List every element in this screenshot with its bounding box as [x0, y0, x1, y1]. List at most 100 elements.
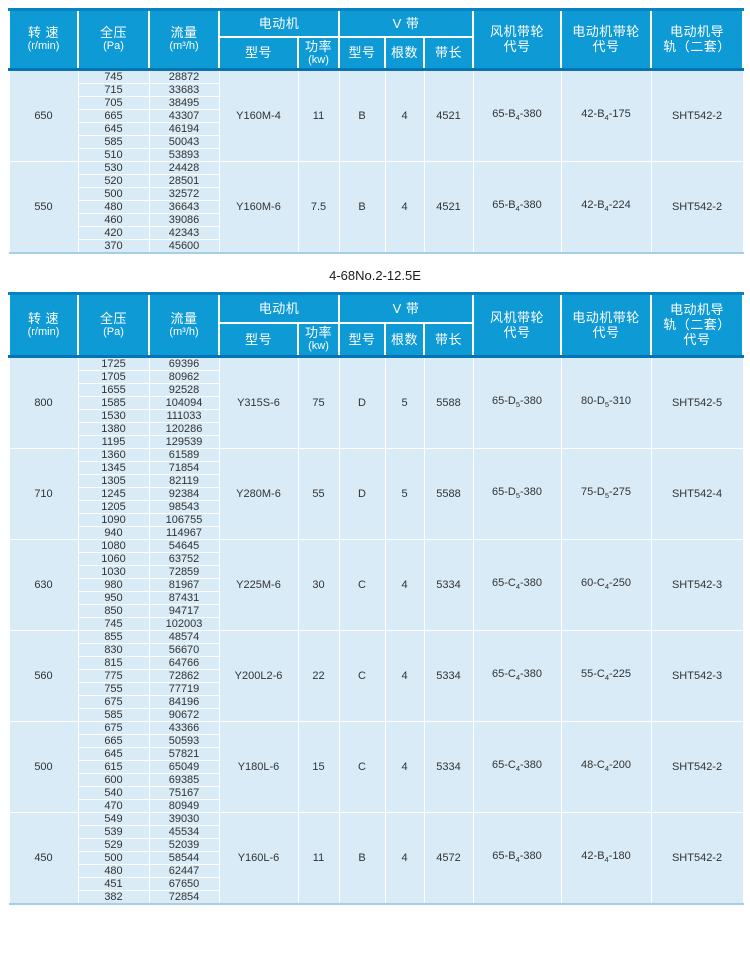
pressure-cell: 510	[77, 147, 150, 162]
col-group-vbelt: V 带	[338, 292, 475, 324]
motor-pulley-cell-suffix: -250	[609, 577, 632, 590]
flow-cell: 80962	[148, 369, 220, 384]
table-body: 800 1725 69396 Y315S-6 75 D 5 5588 65-D5-380 80-D…	[8, 355, 744, 904]
data-row: 540 75167	[9, 785, 743, 800]
speed-cell: 650	[8, 68, 79, 162]
motor-pulley-cell-suffix: -224	[608, 199, 631, 212]
flow-cell: 72859	[148, 564, 220, 579]
motor-model-cell: Y315S-6	[218, 355, 299, 449]
data-row: 755 77719	[9, 681, 743, 696]
col-header-speed: 转 速 (r/min)	[8, 8, 79, 71]
data-row: 539 45534	[9, 824, 743, 839]
pressure-cell: 1530	[77, 408, 150, 423]
motor-power-cell: 11	[297, 68, 340, 162]
fan-pulley-cell: 65-B4-380	[472, 68, 562, 162]
belt-model-cell: C	[338, 720, 386, 813]
data-row: 615 65049	[9, 759, 743, 774]
data-row: 710 1360 61589 Y280M-6 55 D 5 5588 65-D5-380 75-D…	[8, 447, 744, 540]
data-row: 800 1725 69396 Y315S-6 75 D 5 5588 65-D5-380 80-D…	[8, 355, 744, 449]
data-row: 650 745 28872 Y160M-4 11 B 4 4521 65-B4-380 42-B4…	[8, 68, 744, 162]
fan-pulley-cell-subscript: 4	[515, 204, 520, 214]
flow-cell: 42343	[148, 225, 220, 240]
col-header-belt-length: 带长	[423, 35, 475, 71]
spec-table-lower: 转 速 (r/min) 全压 (Pa) 流量 (m³/h) 电动机 V 带	[8, 291, 745, 905]
pressure-cell: 755	[77, 681, 150, 696]
motor-model-cell: Y160M-4	[218, 68, 299, 162]
flow-cell: 33683	[148, 82, 220, 97]
belt-count-cell: 4	[384, 629, 425, 722]
pressure-cell: 460	[77, 212, 150, 227]
motor-power-cell: 75	[297, 355, 340, 449]
motor-pulley-cell: 48-C4-200	[560, 720, 652, 813]
belt-count-cell: 5	[384, 447, 425, 540]
col-header-rail: 电动机导 轨（二套）	[650, 8, 745, 71]
motor-pulley-cell: 80-D5-310	[560, 355, 652, 449]
pressure-cell: 745	[77, 616, 150, 631]
pressure-cell: 1245	[77, 486, 150, 501]
fan-pulley-cell-subscript: 5	[515, 491, 521, 501]
fan-pulley-cell-prefix: 65-B	[492, 199, 516, 212]
belt-model-cell: C	[338, 538, 386, 631]
pressure-cell: 1725	[77, 355, 150, 371]
pressure-cell: 830	[77, 642, 150, 657]
flow-cell: 92528	[148, 382, 220, 397]
data-row: 645 46194	[9, 121, 743, 136]
pressure-cell: 1705	[77, 369, 150, 384]
motor-pulley-cell-prefix: 48-C	[581, 759, 605, 772]
fan-pulley-cell-suffix: -380	[520, 577, 543, 590]
motor-pulley-cell-prefix: 75-D	[581, 486, 605, 499]
data-row: 1060 63752	[9, 551, 743, 566]
pressure-cell: 382	[77, 889, 150, 904]
data-row: 1380 120286	[9, 421, 743, 436]
flow-cell: 87431	[148, 590, 220, 605]
col-header-rail: 电动机导 轨（二套） 代号	[650, 292, 745, 358]
col-group-vbelt: V 带	[338, 8, 475, 38]
belt-model-cell: D	[338, 447, 386, 540]
speed-cell: 550	[8, 160, 79, 253]
flow-cell: 98543	[148, 499, 220, 514]
col-header-fan-pulley: 风机带轮 代号	[472, 292, 563, 358]
fan-pulley-cell-prefix: 65-B	[492, 850, 516, 863]
pressure-cell: 940	[77, 525, 150, 540]
speed-cell: 710	[8, 447, 79, 540]
pressure-cell: 980	[77, 577, 150, 592]
flow-cell: 102003	[148, 616, 220, 631]
col-header-flow: 流量 (m³/h)	[148, 8, 220, 71]
header-row-sub: 型号 功率 (kw) 型号 根数 带长	[9, 322, 743, 358]
flow-cell: 50043	[148, 134, 220, 149]
motor-power-cell: 22	[297, 629, 340, 722]
flow-cell: 39030	[148, 811, 220, 826]
fan-pulley-cell-suffix: -380	[520, 759, 543, 772]
flow-cell: 72854	[148, 889, 220, 904]
col-header-belt-model: 型号	[338, 35, 387, 71]
data-row: 450 549 39030 Y160L-6 11 B 4 4572 65-B4-380 42-B4…	[8, 811, 744, 904]
table-header: 转 速 (r/min) 全压 (Pa) 流量 (m³/h) 电动机 V 带	[8, 8, 745, 71]
motor-pulley-cell: 75-D5-275	[560, 447, 652, 540]
table-body: 650 745 28872 Y160M-4 11 B 4 4521 65-B4-380 42-B4…	[8, 68, 744, 253]
data-row: 550 530 24428 Y160M-6 7.5 B 4 4521 65-B4-380 42-B…	[8, 160, 744, 253]
pressure-cell: 615	[77, 759, 150, 774]
flow-cell: 82119	[148, 473, 220, 488]
belt-model-cell: B	[338, 68, 386, 162]
page: 转 速 (r/min) 全压 (Pa) 流量 (m³/h) 电动机 V 带	[8, 8, 745, 905]
motor-model-cell: Y160M-6	[218, 160, 299, 253]
data-row: 370 45600	[9, 238, 743, 253]
pressure-cell: 530	[77, 160, 150, 175]
motor-pulley-cell-subscript: 4	[604, 764, 610, 774]
flow-cell: 32572	[148, 186, 220, 201]
data-row: 1585 104094	[9, 395, 743, 410]
header-row-sub: 型号 功率 (kw) 型号 根数 带长	[9, 35, 743, 71]
data-row: 705 38495	[9, 95, 743, 110]
rail-code-cell: SHT542-5	[650, 355, 744, 449]
data-row: 500 675 43366 Y180L-6 15 C 4 5334 65-C4-380 48-C4…	[8, 720, 744, 813]
motor-power-cell: 15	[297, 720, 340, 813]
data-row: 980 81967	[9, 577, 743, 592]
fan-pulley-cell: 65-C4-380	[472, 538, 562, 631]
speed-cell: 630	[8, 538, 79, 631]
motor-pulley-cell-suffix: -200	[609, 759, 632, 772]
data-row: 630 1080 54645 Y225M-6 30 C 4 5334 65-C4-380 60-C…	[8, 538, 744, 631]
pressure-cell: 1205	[77, 499, 150, 514]
pressure-cell: 855	[77, 629, 150, 644]
pressure-cell: 1345	[77, 460, 150, 475]
fan-pulley-cell-suffix: -380	[519, 108, 542, 121]
